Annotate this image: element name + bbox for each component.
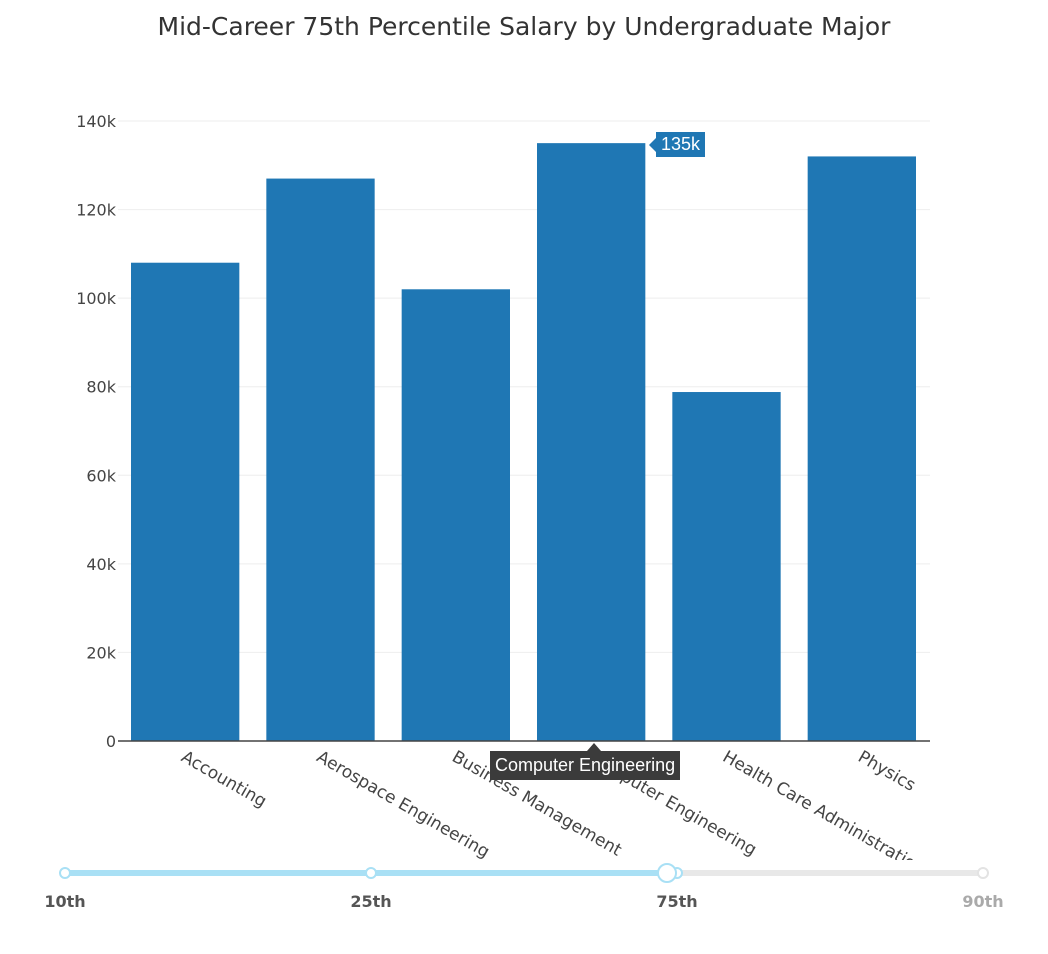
y-tick-label: 60k (86, 466, 116, 485)
slider-step-label[interactable]: 75th (656, 892, 698, 911)
bar[interactable] (537, 143, 646, 742)
bar[interactable] (401, 289, 510, 741)
bar[interactable] (266, 178, 375, 742)
y-tick-label: 40k (86, 555, 116, 574)
hover-category-label: Computer Engineering (490, 743, 681, 780)
y-tick-label: 120k (76, 201, 117, 220)
percentile-slider[interactable]: 10th 25th 75th 90th (0, 855, 1048, 925)
bar[interactable] (131, 262, 240, 741)
slider-step-label[interactable]: 90th (962, 892, 1004, 911)
slider-step-label[interactable]: 25th (350, 892, 392, 911)
y-tick-label: 80k (86, 378, 116, 397)
y-tick-label: 20k (86, 643, 116, 662)
chart-title: Mid-Career 75th Percentile Salary by Und… (157, 12, 891, 41)
slider-step-dot[interactable] (365, 867, 377, 879)
y-tick-label: 140k (76, 112, 117, 131)
slider-step-dot[interactable] (59, 867, 71, 879)
x-tick-label: Accounting (178, 747, 270, 812)
slider-step-dot[interactable] (977, 867, 989, 879)
gridlines (118, 120, 930, 653)
slider-step-label[interactable]: 10th (44, 892, 86, 911)
y-tick-label: 100k (76, 289, 117, 308)
bar[interactable] (807, 156, 916, 741)
x-tick-label: Physics (854, 747, 919, 796)
bars (131, 143, 916, 742)
y-axis-ticks: 0 20k 40k 60k 80k 100k 120k 140k (76, 112, 117, 751)
hover-value-label: 135k (648, 132, 706, 157)
slider-handle[interactable] (657, 863, 677, 883)
y-tick-label: 0 (106, 732, 116, 751)
bar[interactable] (672, 392, 781, 741)
